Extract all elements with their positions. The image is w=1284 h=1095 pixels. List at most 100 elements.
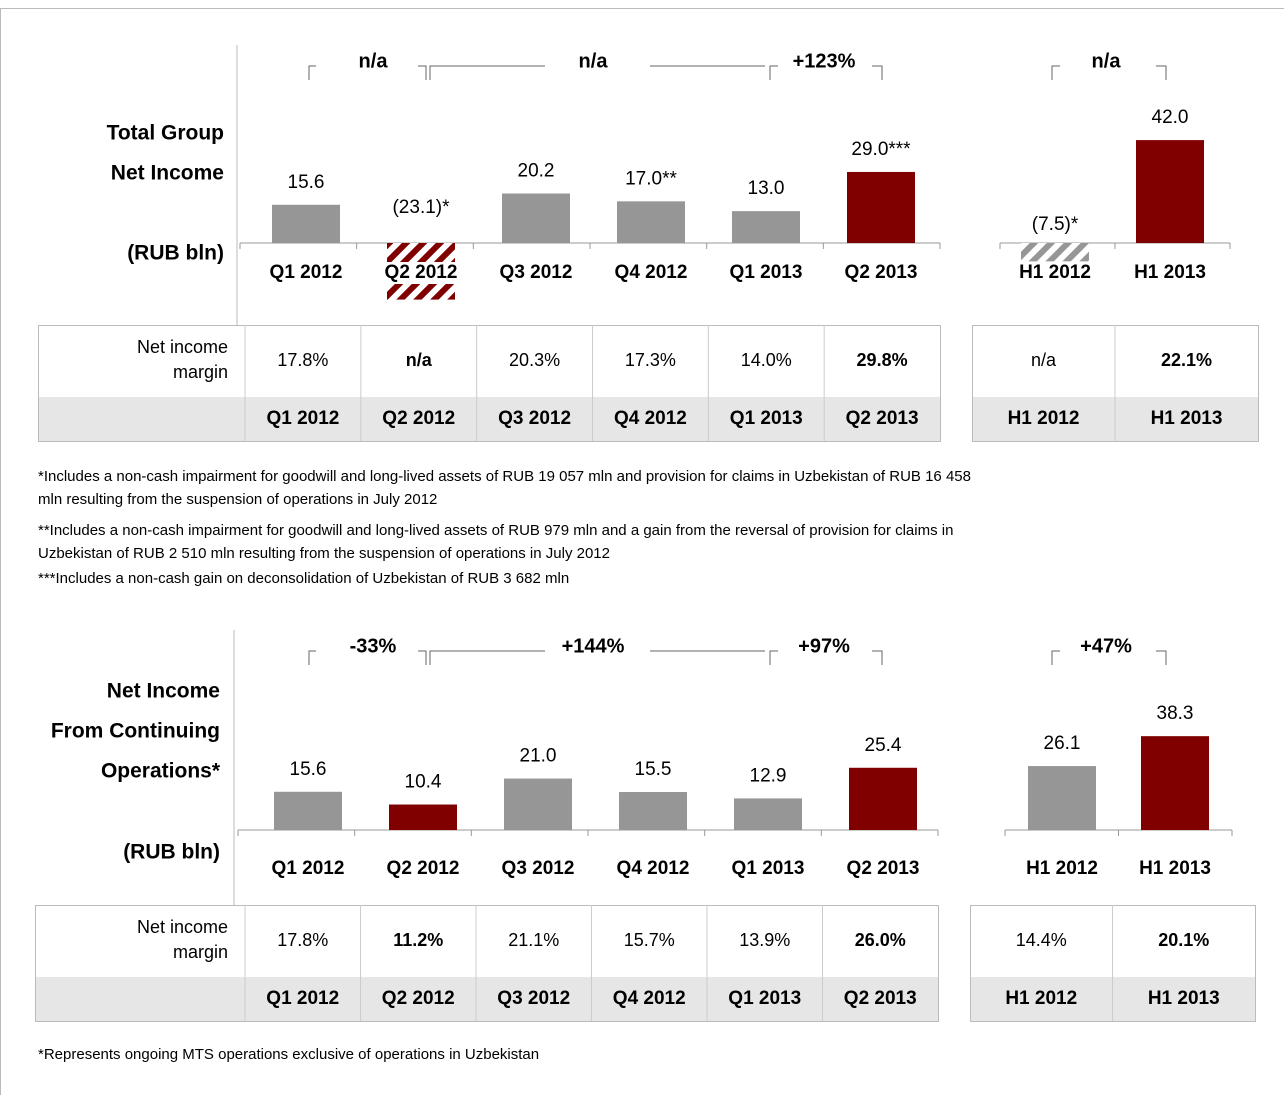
- section-unit: (RUB bln): [127, 242, 224, 265]
- section-unit: (RUB bln): [123, 841, 220, 864]
- section-title: From Continuing: [51, 720, 220, 743]
- cell-header: Q2 2013: [846, 408, 919, 429]
- category-label: H1 2013: [1134, 262, 1206, 283]
- cell-header: Q4 2012: [614, 408, 687, 429]
- bar: [734, 798, 802, 830]
- footnote: *Includes a non-cash impairment for good…: [38, 468, 971, 485]
- value-label: 29.0***: [851, 139, 911, 160]
- growth-label: +97%: [798, 635, 850, 657]
- cell-value: 26.0%: [855, 930, 906, 950]
- footnote: *Represents ongoing MTS operations exclu…: [38, 1046, 539, 1063]
- category-label: H1 2012: [1026, 858, 1098, 879]
- bar: [1136, 140, 1204, 243]
- cell-header: H1 2013: [1151, 408, 1223, 429]
- value-label: 25.4: [865, 735, 902, 756]
- table-header-bg: [35, 977, 938, 1021]
- value-label: 15.6: [288, 172, 325, 193]
- cell-value: 13.9%: [739, 930, 790, 950]
- cell-value: 17.8%: [277, 930, 328, 950]
- footnote: ***Includes a non-cash gain on deconsoli…: [38, 570, 569, 587]
- value-label: 13.0: [748, 178, 785, 199]
- cell-header: Q4 2012: [613, 988, 686, 1009]
- value-label: (7.5)*: [1032, 214, 1079, 235]
- bar: [389, 804, 457, 830]
- category-label: Q2 2012: [385, 262, 458, 283]
- category-label: Q1 2012: [272, 858, 345, 879]
- value-label: 42.0: [1152, 107, 1189, 128]
- bar: [272, 204, 340, 243]
- section-title: Operations*: [101, 760, 221, 783]
- growth-label: n/a: [359, 50, 389, 72]
- growth-label: -33%: [350, 635, 397, 657]
- bar: [619, 792, 687, 830]
- value-label: 15.6: [290, 759, 327, 780]
- growth-label: n/a: [1092, 50, 1122, 72]
- value-label: 12.9: [750, 765, 787, 786]
- bar: [1028, 766, 1096, 830]
- cell-header: Q2 2012: [382, 988, 455, 1009]
- value-label: 15.5: [635, 759, 672, 780]
- cell-header: Q1 2012: [266, 988, 339, 1009]
- category-label: Q1 2013: [732, 858, 805, 879]
- cell-header: Q1 2013: [728, 988, 801, 1009]
- growth-label: n/a: [579, 50, 609, 72]
- value-label: 20.2: [518, 161, 555, 182]
- cell-value: 20.1%: [1158, 930, 1209, 950]
- cell-header: H1 2013: [1148, 988, 1220, 1009]
- cell-header: H1 2012: [1008, 408, 1080, 429]
- value-label: 26.1: [1044, 733, 1081, 754]
- growth-label: +123%: [793, 50, 856, 72]
- cell-value: 21.1%: [508, 930, 559, 950]
- cell-value: 22.1%: [1161, 350, 1212, 370]
- cell-value: 15.7%: [624, 930, 675, 950]
- growth-label: +144%: [562, 635, 625, 657]
- cell-value: 29.8%: [857, 350, 908, 370]
- growth-brackets: [308, 65, 1167, 665]
- cell-value: 11.2%: [393, 930, 443, 950]
- category-label: Q3 2012: [502, 858, 575, 879]
- section-title: Net Income: [111, 162, 224, 185]
- category-label: Q1 2013: [730, 262, 803, 283]
- bar: [504, 778, 572, 830]
- cell-header: Q3 2012: [497, 988, 570, 1009]
- row-label: Net income: [137, 917, 228, 937]
- row-label: Net income: [137, 337, 228, 357]
- cell-header: Q2 2013: [844, 988, 917, 1009]
- bar: [617, 201, 685, 243]
- label-bg: [1013, 262, 1097, 284]
- table-border: [38, 325, 941, 442]
- table-border: [35, 905, 939, 1022]
- cell-value: 17.8%: [277, 350, 328, 370]
- category-label: Q1 2012: [270, 262, 343, 283]
- cell-value: 14.4%: [1016, 930, 1067, 950]
- row-label: margin: [173, 362, 228, 382]
- category-label: H1 2012: [1019, 262, 1091, 283]
- cell-header: Q1 2012: [266, 408, 339, 429]
- category-label: Q4 2012: [617, 858, 690, 879]
- bar: [1021, 243, 1089, 262]
- growth-label: +47%: [1080, 635, 1132, 657]
- bar: [849, 767, 917, 830]
- cell-value: n/a: [1031, 350, 1057, 370]
- label-bg: [379, 262, 463, 284]
- cell-value: 14.0%: [741, 350, 792, 370]
- footnote: Uzbekistan of RUB 2 510 mln resulting fr…: [38, 545, 610, 562]
- category-label: Q3 2012: [500, 262, 573, 283]
- category-label: Q4 2012: [615, 262, 688, 283]
- bar: [1141, 736, 1209, 830]
- cell-header: Q2 2012: [382, 408, 455, 429]
- bar: [847, 171, 915, 243]
- cell-value: n/a: [406, 350, 433, 370]
- value-label: (23.1)*: [392, 197, 450, 218]
- bar: [274, 791, 342, 830]
- cell-value: 17.3%: [625, 350, 676, 370]
- table-header-bg: [38, 397, 940, 441]
- value-label: 10.4: [405, 772, 442, 793]
- bar: [502, 193, 570, 243]
- cell-header: Q1 2013: [730, 408, 803, 429]
- category-label: Q2 2013: [845, 262, 918, 283]
- footnote: mln resulting from the suspension of ope…: [38, 491, 437, 508]
- cell-header: Q3 2012: [498, 408, 571, 429]
- section-title: Total Group: [107, 122, 224, 145]
